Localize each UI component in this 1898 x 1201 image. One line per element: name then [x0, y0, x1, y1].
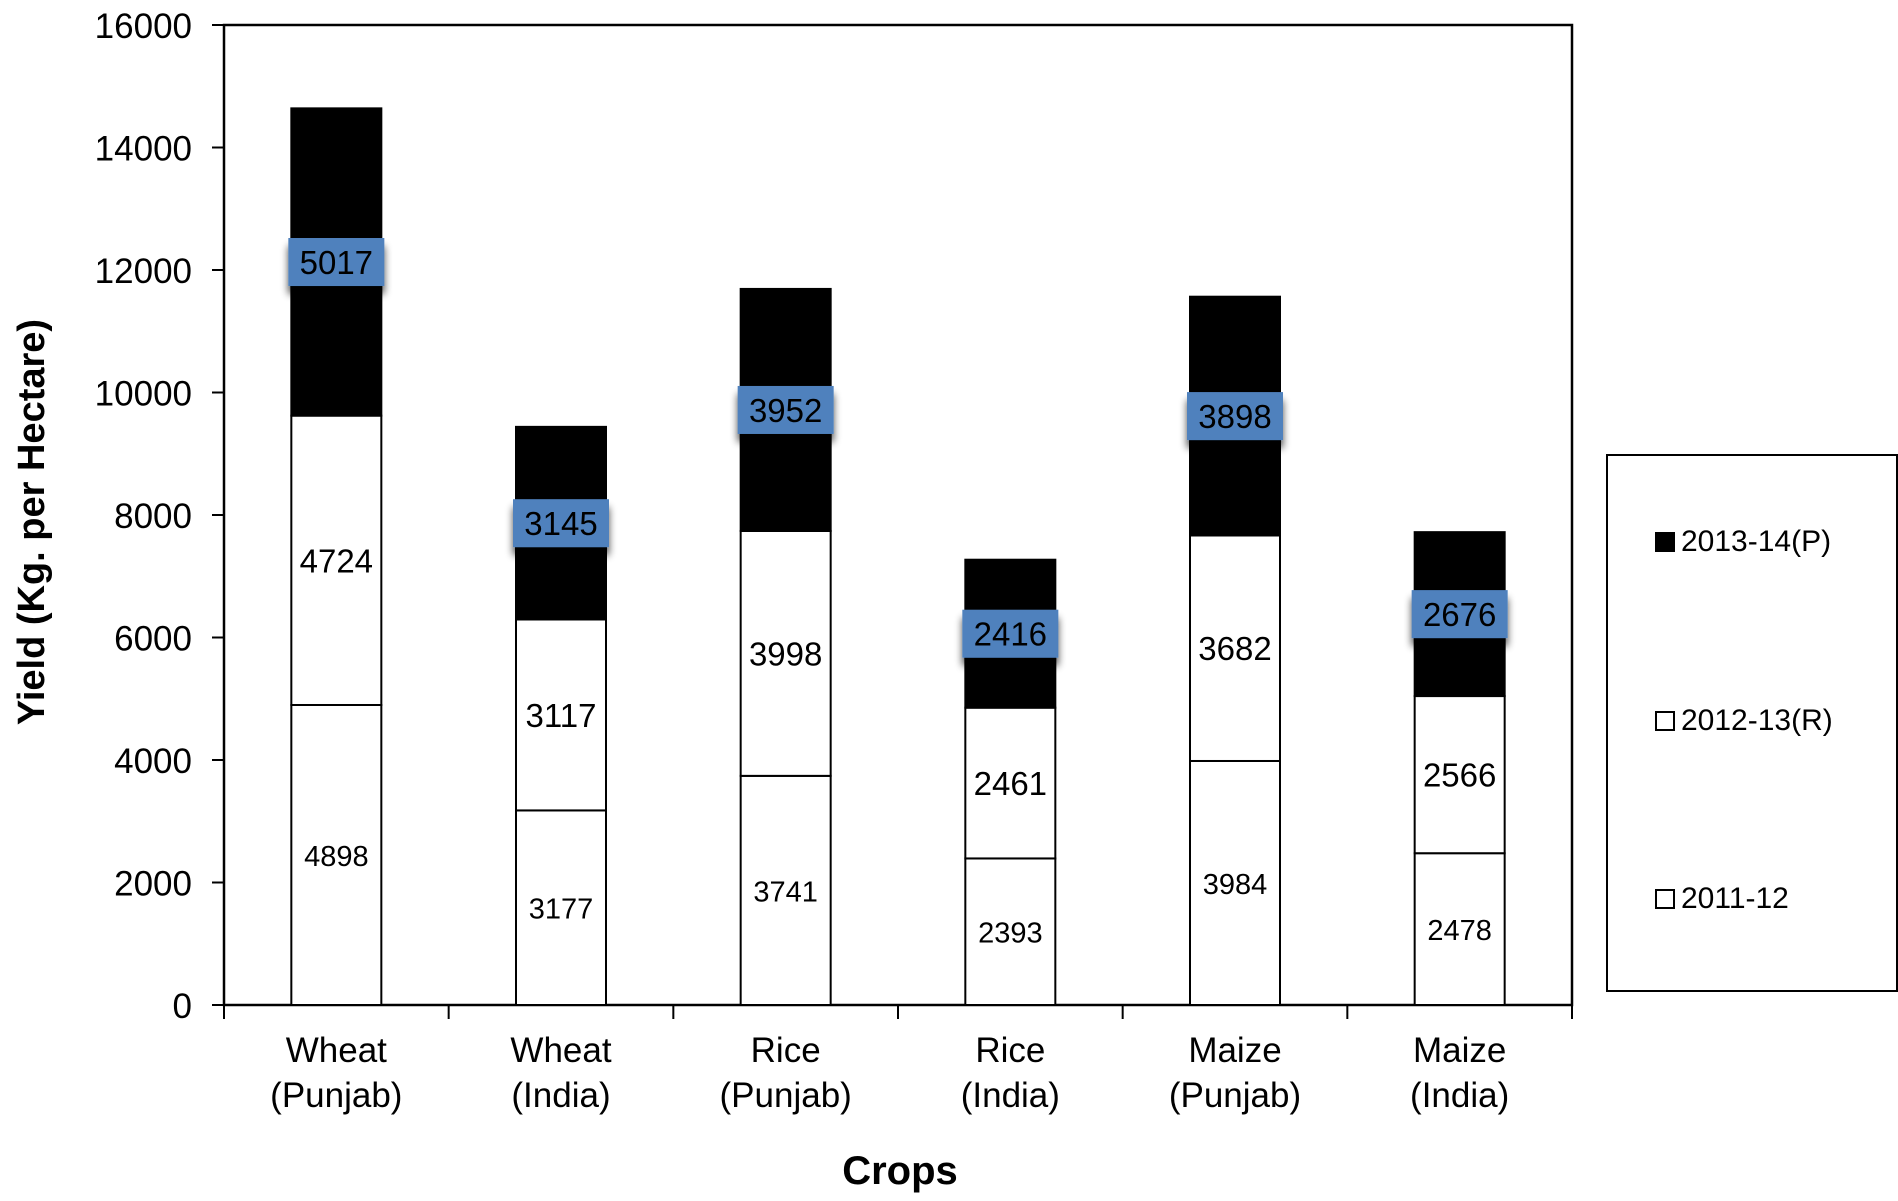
x-axis-title: Crops: [842, 1149, 958, 1193]
data-label-highlight: [962, 609, 1059, 658]
bar-segment: [290, 414, 383, 706]
y-tick-label: 6000: [114, 620, 192, 659]
x-tick-label: Wheat (India): [510, 1031, 611, 1115]
bar-segment: [739, 529, 832, 777]
legend-swatch: [1655, 711, 1675, 731]
data-label: 2461: [974, 765, 1047, 802]
legend-label: 2012-13(R): [1681, 704, 1833, 737]
axes: 0 2000 4000 6000 8000 10000 12000 14000 16000 Whe…: [95, 7, 1574, 1115]
bar-segment: [1189, 759, 1281, 1006]
plot-frame: [222, 23, 1574, 1007]
x-tick-label: Wheat (Punjab): [270, 1031, 402, 1115]
data-label-box: [962, 609, 1059, 658]
bar-segment: [515, 809, 607, 1006]
x-tick-label: Maize (India): [1410, 1031, 1509, 1115]
data-label: 4724: [300, 542, 373, 579]
data-label-box: [1187, 392, 1283, 441]
y-tick-label: 14000: [95, 130, 192, 169]
data-label-highlight: [513, 499, 609, 548]
data-label-highlight: [1187, 392, 1283, 441]
data-label: 3952: [749, 392, 822, 429]
x-tick-label: Rice (India): [961, 1031, 1060, 1115]
legend-label: 2013-14(P): [1681, 525, 1831, 558]
y-axis-title: Yield (Kg. per Hectare): [11, 319, 53, 725]
x-tick-label: Maize (Punjab): [1169, 1031, 1301, 1115]
data-label: 3177: [529, 894, 594, 926]
data-label: 2566: [1423, 757, 1496, 794]
bar-segment: [1413, 695, 1506, 855]
legend-label: 2011-12: [1681, 882, 1789, 915]
data-label: 2676: [1423, 596, 1496, 633]
data-label-highlight: [288, 238, 385, 287]
bar-segment: [515, 618, 607, 812]
y-tick-label: 8000: [114, 497, 192, 536]
data-label: 2393: [978, 918, 1043, 950]
data-label: 5017: [300, 244, 373, 281]
bar-segment: [964, 706, 1057, 860]
data-label: 3898: [1198, 398, 1271, 435]
data-label: 2416: [974, 616, 1047, 653]
data-label-box: [737, 385, 834, 434]
data-label: 3741: [753, 876, 818, 908]
legend: 2013-14(P) 2012-13(R) 2011-12: [1606, 454, 1898, 992]
y-tick-label: 12000: [95, 252, 192, 291]
data-label: 3145: [524, 505, 597, 542]
data-label: 2478: [1427, 915, 1492, 947]
data-labels: 4898 4724 5017 3177 3117 3145 3741 3998 3952 2393…: [288, 238, 1508, 950]
y-tick-label: 2000: [114, 865, 192, 904]
y-tick-label: 4000: [114, 742, 192, 781]
data-label: 4898: [304, 841, 369, 873]
data-label-box: [513, 499, 609, 548]
data-label-box: [288, 238, 385, 287]
x-tick-label: Rice (Punjab): [720, 1031, 852, 1115]
data-label: 3117: [526, 697, 597, 734]
bar-segment: [290, 703, 383, 1006]
data-label-highlight: [1411, 590, 1508, 639]
y-tick-label: 16000: [95, 7, 192, 46]
bar-segment: [1189, 534, 1281, 762]
data-label: 3998: [749, 635, 822, 672]
y-tick-label: 10000: [95, 375, 192, 414]
data-label: 3682: [1198, 630, 1271, 667]
bars: [290, 107, 1506, 1007]
data-label: 3984: [1203, 869, 1268, 901]
legend-swatch: [1655, 532, 1675, 552]
y-tick-label: 0: [173, 987, 192, 1026]
bar-segment: [964, 857, 1057, 1007]
data-label-box: [1411, 590, 1508, 639]
data-label-highlight: [737, 385, 834, 434]
legend-swatch: [1655, 889, 1675, 909]
